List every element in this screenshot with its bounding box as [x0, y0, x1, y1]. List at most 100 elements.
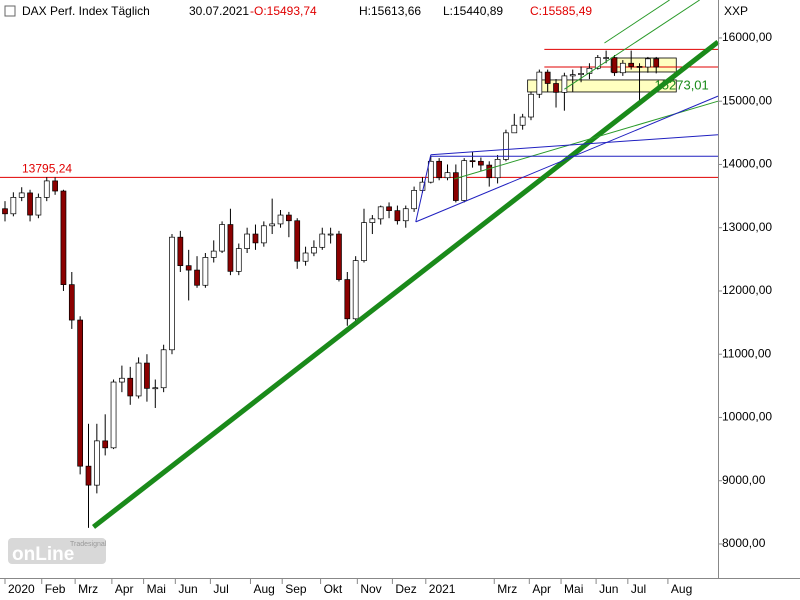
candle-body [2, 208, 8, 215]
candle-body [452, 172, 459, 201]
candle-body [68, 284, 75, 321]
candle-body [110, 381, 117, 449]
low-label: L:15440,89 [443, 4, 503, 18]
x-tick-label: Mrz [497, 582, 517, 596]
high-label: H:15613,66 [359, 4, 421, 18]
candle-body [302, 252, 309, 262]
x-tick-label: Aug [253, 582, 274, 596]
x-tick-label: Jun [178, 582, 197, 596]
candle-body [119, 377, 125, 383]
x-tick-label: Mai [147, 582, 166, 596]
x-tick-label: Feb [45, 582, 66, 596]
candle-body [43, 180, 50, 198]
candle-body [478, 160, 484, 166]
candle-body [160, 349, 167, 389]
candle-body [561, 75, 568, 93]
candle-body [619, 62, 626, 74]
y-tick-label: 14000,00 [722, 157, 772, 171]
candle-body [35, 196, 42, 216]
date: 30.07.2021 [189, 4, 249, 18]
candle-body [603, 57, 609, 59]
chart-title: DAX Perf. Index Täglich [22, 4, 150, 18]
x-tick-label: 2021 [429, 582, 456, 596]
candle-body [202, 257, 209, 286]
zone-box [610, 57, 677, 73]
candle-body [494, 159, 501, 179]
candle-body [252, 233, 259, 244]
y-tick-label: 8000,00 [722, 536, 766, 550]
candle-body [77, 319, 84, 467]
candle-body [210, 250, 217, 258]
candle-body [369, 218, 376, 223]
candle-body [10, 196, 17, 215]
candle-body [444, 172, 451, 179]
candle-body [486, 164, 493, 179]
candle-body [235, 248, 242, 272]
candle-body [219, 224, 225, 252]
x-tick-label: Mrz [78, 582, 98, 596]
y-tick-label: 11000,00 [722, 346, 771, 360]
candle-body [352, 260, 359, 320]
symbol: XXP [724, 4, 748, 18]
candle-body [127, 377, 134, 397]
candle-body [344, 279, 351, 320]
candle-body [135, 362, 142, 397]
candle-body [18, 192, 25, 198]
candle-body [269, 223, 276, 227]
checkbox-icon[interactable] [4, 5, 16, 17]
candle-body [436, 160, 443, 179]
candle-body [152, 387, 159, 390]
logo-small: Tradesignal [70, 541, 107, 548]
x-tick-label: Dez [395, 582, 416, 596]
candle-body [402, 208, 409, 222]
candle-body [361, 222, 367, 261]
candle-body [185, 265, 192, 271]
x-tick-label: Jul [213, 582, 228, 596]
candle-body [169, 236, 175, 351]
candle-body [536, 71, 543, 95]
logo: Tradesignal onLine [8, 538, 107, 565]
candle-body [327, 233, 334, 236]
trend-line [604, 0, 670, 44]
candle-body [594, 57, 601, 69]
candle-body [52, 180, 58, 192]
line-label: 13795,24 [22, 162, 72, 176]
close-label: C:15585,49 [530, 4, 592, 18]
trend-line [415, 154, 432, 222]
candle-body [93, 440, 100, 486]
x-tick-label: Okt [324, 582, 343, 596]
annotation: 15273,01 [655, 77, 709, 92]
candle-body [519, 116, 526, 126]
candle-body [177, 236, 184, 267]
candle-body [60, 190, 67, 285]
trend-line [91, 39, 720, 529]
trend-line [415, 95, 719, 223]
candle-body [469, 160, 476, 163]
x-tick-label: Jul [631, 582, 646, 596]
candle-body [427, 160, 434, 183]
x-tick-label: Apr [115, 582, 134, 596]
candle-body [386, 206, 392, 211]
candle-body [336, 233, 342, 280]
candle-body [294, 220, 301, 262]
x-tick-label: Nov [360, 582, 381, 596]
candle-body [194, 269, 200, 286]
y-tick-label: 13000,00 [722, 220, 772, 234]
candle-body [636, 66, 643, 68]
candle-body [528, 93, 534, 118]
candle-body [144, 362, 150, 389]
y-tick-label: 16000,00 [722, 30, 772, 44]
candle-body [511, 124, 518, 134]
candle-body [628, 62, 635, 67]
plot: 13795,24 15273,01 [0, 0, 720, 529]
x-tick-label: Sep [285, 582, 307, 596]
x-tick-label: Mai [564, 582, 583, 596]
candle-body [227, 224, 234, 272]
candle-body [653, 58, 660, 68]
candle-body [569, 74, 576, 77]
y-tick-label: 10000,00 [722, 410, 772, 424]
candle-body [411, 190, 417, 210]
candle-body [645, 58, 651, 68]
